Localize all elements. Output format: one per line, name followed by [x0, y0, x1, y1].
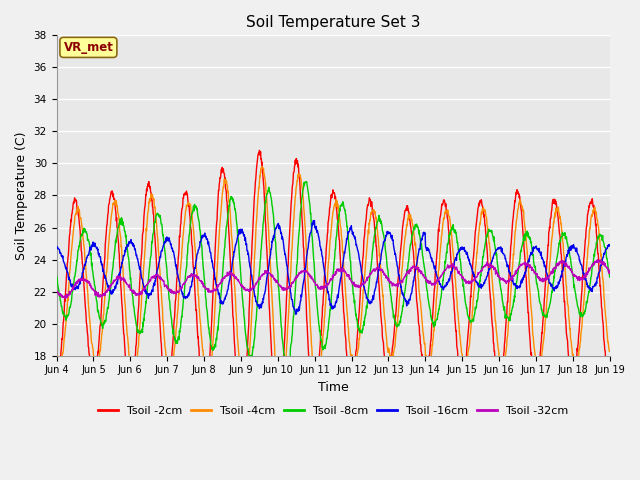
Y-axis label: Soil Temperature (C): Soil Temperature (C) [15, 131, 28, 260]
Text: VR_met: VR_met [63, 41, 113, 54]
Title: Soil Temperature Set 3: Soil Temperature Set 3 [246, 15, 420, 30]
X-axis label: Time: Time [317, 381, 348, 394]
Legend: Tsoil -2cm, Tsoil -4cm, Tsoil -8cm, Tsoil -16cm, Tsoil -32cm: Tsoil -2cm, Tsoil -4cm, Tsoil -8cm, Tsoi… [93, 402, 573, 420]
